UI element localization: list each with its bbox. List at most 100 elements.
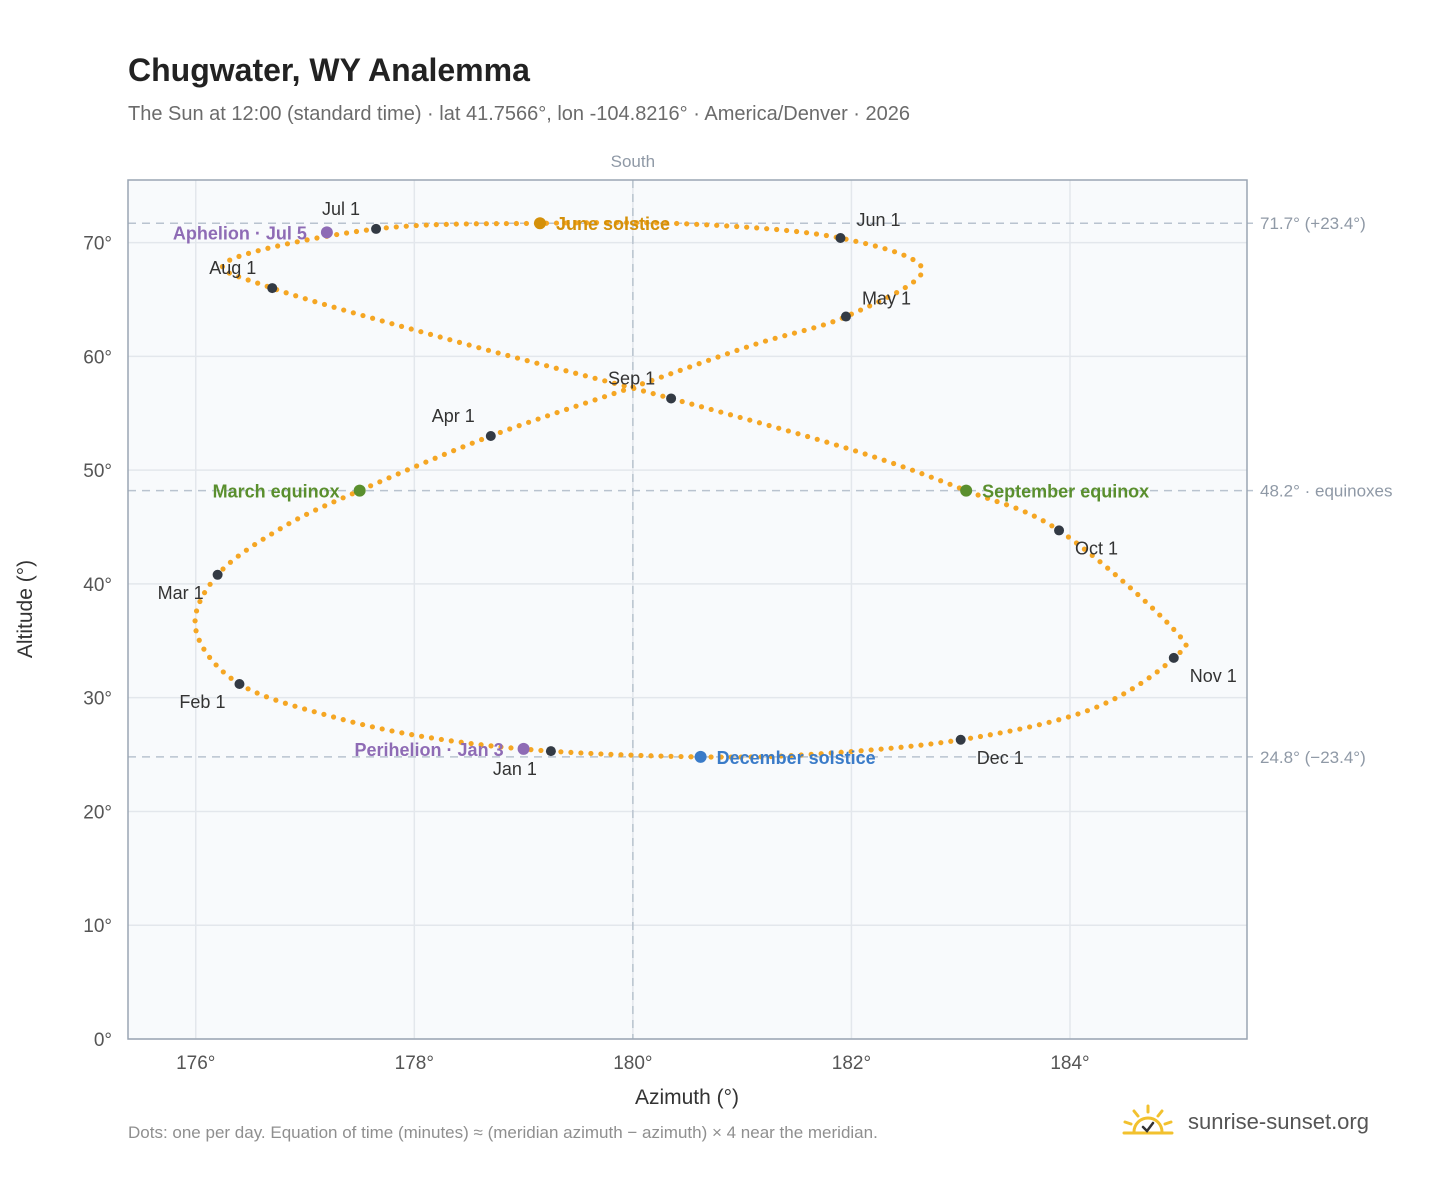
daily-dot bbox=[322, 503, 328, 509]
daily-dot bbox=[882, 246, 888, 252]
month-marker bbox=[835, 233, 846, 244]
daily-dot bbox=[1183, 642, 1189, 648]
daily-dot bbox=[534, 360, 540, 366]
daily-dot bbox=[393, 224, 399, 230]
daily-dot bbox=[813, 231, 820, 237]
daily-dot bbox=[399, 730, 405, 736]
daily-dot bbox=[805, 433, 811, 440]
daily-dot bbox=[592, 397, 598, 403]
daily-dot bbox=[910, 279, 917, 285]
daily-dot bbox=[314, 235, 320, 241]
daily-dot bbox=[192, 618, 198, 624]
daily-dot bbox=[782, 333, 788, 339]
daily-dot bbox=[433, 222, 439, 228]
y-tick-label: 0° bbox=[94, 1030, 112, 1051]
daily-dot bbox=[568, 749, 574, 756]
brand[interactable]: sunrise-sunset.org bbox=[1120, 1102, 1369, 1142]
daily-dot bbox=[197, 598, 203, 605]
daily-dot bbox=[848, 748, 854, 755]
daily-dot bbox=[341, 307, 347, 313]
daily-dot bbox=[774, 226, 780, 233]
daily-dot bbox=[1040, 518, 1046, 524]
daily-dot bbox=[984, 495, 991, 501]
daily-dot bbox=[1149, 605, 1156, 611]
daily-dot bbox=[743, 344, 750, 350]
daily-dot bbox=[330, 714, 337, 720]
daily-dot bbox=[386, 475, 392, 481]
daily-dot bbox=[201, 646, 207, 652]
daily-dot bbox=[987, 732, 993, 738]
month-label: Oct 1 bbox=[1075, 538, 1118, 558]
daily-dot bbox=[254, 690, 260, 696]
daily-dot bbox=[478, 436, 485, 443]
daily-dot bbox=[631, 385, 637, 392]
daily-dot bbox=[505, 352, 511, 359]
daily-dot bbox=[776, 425, 782, 431]
daily-dot bbox=[668, 371, 674, 377]
daily-dot bbox=[648, 753, 654, 759]
daily-dot bbox=[1135, 591, 1141, 598]
daily-dot bbox=[638, 752, 644, 759]
event-marker bbox=[960, 484, 973, 497]
daily-dot bbox=[206, 654, 213, 660]
daily-dot bbox=[473, 221, 479, 227]
daily-dot bbox=[843, 445, 849, 451]
daily-dot bbox=[1065, 714, 1072, 720]
daily-dot bbox=[975, 492, 981, 498]
daily-dot bbox=[1142, 598, 1148, 604]
daily-dot bbox=[463, 221, 469, 227]
daily-dot bbox=[649, 377, 655, 384]
daily-dot bbox=[611, 390, 617, 397]
daily-dot bbox=[451, 448, 457, 454]
daily-dot bbox=[824, 439, 830, 445]
daily-dot bbox=[427, 331, 434, 337]
month-label: Jun 1 bbox=[856, 210, 900, 230]
daily-dot bbox=[340, 717, 346, 723]
daily-dot bbox=[303, 511, 310, 517]
daily-dot bbox=[795, 431, 801, 437]
daily-dot bbox=[696, 361, 702, 367]
daily-dot bbox=[891, 460, 897, 467]
daily-dot bbox=[389, 321, 395, 327]
brand-name: sunrise-sunset.org bbox=[1188, 1109, 1369, 1134]
daily-dot bbox=[379, 726, 385, 732]
daily-dot bbox=[687, 364, 693, 370]
daily-dot bbox=[791, 330, 798, 336]
daily-dot bbox=[408, 326, 414, 332]
daily-dot bbox=[334, 231, 340, 238]
daily-dot bbox=[403, 223, 409, 229]
daily-dot bbox=[639, 381, 646, 387]
daily-dot bbox=[772, 335, 778, 341]
x-tick-label: 182° bbox=[832, 1053, 871, 1074]
daily-dot bbox=[294, 239, 300, 245]
daily-dot bbox=[269, 531, 275, 537]
reference-lines bbox=[128, 180, 1253, 1039]
daily-dot bbox=[918, 272, 924, 278]
daily-dot bbox=[902, 284, 908, 291]
footer-note: Dots: one per day. Equation of time (min… bbox=[128, 1123, 878, 1142]
daily-dot bbox=[423, 459, 429, 465]
daily-dot bbox=[928, 474, 934, 480]
daily-dot bbox=[793, 228, 800, 235]
daily-dot bbox=[938, 478, 944, 484]
daily-dot bbox=[301, 706, 308, 712]
daily-dot bbox=[1046, 719, 1052, 725]
daily-dot bbox=[377, 479, 383, 485]
event-label: September equinox bbox=[982, 482, 1149, 502]
y-tick-label: 60° bbox=[83, 347, 112, 368]
daily-dot bbox=[891, 249, 898, 255]
daily-dot bbox=[414, 463, 420, 469]
daily-dot bbox=[658, 374, 664, 380]
daily-dot bbox=[1127, 585, 1133, 591]
daily-dot bbox=[1129, 686, 1135, 692]
daily-dot bbox=[734, 223, 740, 230]
daily-dot bbox=[478, 742, 484, 748]
daily-dot bbox=[573, 370, 579, 376]
daily-dot bbox=[448, 738, 454, 744]
daily-dot bbox=[798, 752, 804, 758]
daily-dot bbox=[724, 351, 731, 357]
daily-dot bbox=[404, 467, 411, 473]
daily-dot bbox=[495, 350, 501, 356]
daily-dot bbox=[1171, 626, 1177, 632]
daily-dot bbox=[432, 455, 438, 461]
